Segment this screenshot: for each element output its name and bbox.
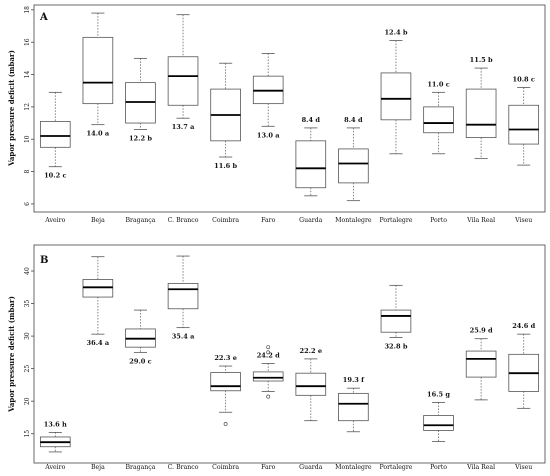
x-category-label: Bragança xyxy=(125,464,155,471)
y-tick-label: 16 xyxy=(24,38,31,46)
x-category-label: Portalegre xyxy=(379,217,412,224)
box-vila-real xyxy=(465,350,497,378)
outlier-point xyxy=(266,394,271,399)
annotation-label: 8.4 d xyxy=(344,116,363,124)
annotation-label: 24.6 d xyxy=(512,322,535,330)
y-tick-label: 14 xyxy=(24,71,31,79)
box-coimbra xyxy=(210,372,241,392)
annotation-label: 22.2 e xyxy=(300,347,323,355)
panel-b: B Vapor pressure deficit (mbar) 15 20 25 30… xyxy=(7,244,546,471)
box-portalegre xyxy=(380,72,412,121)
annotation-label: 11.6 b xyxy=(214,162,237,170)
x-category-label: C. Branco xyxy=(168,217,199,224)
x-category-label: Viseu xyxy=(514,217,532,224)
y-tick-label: 25 xyxy=(24,365,31,373)
y-tick-label: 35 xyxy=(24,300,31,308)
x-category-label: Beja xyxy=(91,464,105,471)
x-category-label: Montalegre xyxy=(335,464,372,471)
annotation-label: 11.0 c xyxy=(427,80,449,88)
x-category-label: C. Branco xyxy=(168,464,199,471)
box-beja xyxy=(82,36,114,105)
annotation-label: 36.4 a xyxy=(87,339,110,347)
annotation-label: 14.0 a xyxy=(87,130,110,138)
y-tick-label: 20 xyxy=(24,397,31,405)
box-viseu xyxy=(508,104,540,145)
outlier-point xyxy=(266,345,271,350)
x-category-label: Beja xyxy=(91,217,105,224)
annotation-label: 32.8 b xyxy=(384,342,407,350)
box-portalegre xyxy=(380,309,412,333)
y-tick-label: 12 xyxy=(24,103,31,111)
box-porto xyxy=(423,415,454,431)
x-category-label: Aveiro xyxy=(44,464,65,471)
panel-a: A Vapor pressure deficit (mbar) 6 8 10 12 14… xyxy=(7,4,546,224)
y-tick-label: 40 xyxy=(24,267,31,275)
annotation-label: 13.7 a xyxy=(172,123,195,131)
box-montalegre xyxy=(338,392,369,422)
box-montalegre xyxy=(338,148,369,184)
x-category-label: Guarda xyxy=(299,217,323,224)
box-guarda xyxy=(295,372,327,396)
x-category-label: Montalegre xyxy=(335,217,372,224)
x-category-label: Guarda xyxy=(299,464,323,471)
annotation-label: 12.2 b xyxy=(129,135,152,143)
panel-a-y-axis-title: Vapor pressure deficit (mbar) xyxy=(7,50,16,167)
y-tick-label: 8 xyxy=(24,169,31,173)
annotation-label: 24.2 d xyxy=(257,351,280,359)
x-category-label: Coimbra xyxy=(212,217,239,224)
y-tick-label: 15 xyxy=(24,430,31,438)
outlier-point xyxy=(223,422,228,426)
box-guarda xyxy=(295,140,327,189)
annotation-label: 19.3 f xyxy=(343,376,365,384)
box-faro xyxy=(252,371,284,382)
annotation-label: 12.4 b xyxy=(384,29,407,37)
y-tick-label: 6 xyxy=(24,202,31,206)
box-c-branco xyxy=(167,56,199,106)
y-tick-label: 30 xyxy=(24,332,31,340)
annotation-label: 11.5 b xyxy=(470,56,493,64)
x-category-label: Vila Real xyxy=(466,217,495,224)
annotation-label: 16.5 g xyxy=(427,390,450,398)
annotation-label: 22.3 e xyxy=(214,354,237,362)
annotation-label: 25.9 d xyxy=(470,327,493,335)
box-porto xyxy=(423,106,454,134)
annotation-label: 35.4 a xyxy=(172,333,195,341)
annotation-label: 8.4 d xyxy=(302,116,321,124)
box-aveiro xyxy=(39,121,71,148)
x-category-label: Faro xyxy=(261,464,276,471)
box-beja xyxy=(82,279,114,298)
panel-b-frame xyxy=(33,244,546,464)
annotation-label: 13.6 h xyxy=(44,420,67,428)
panel-b-y-axis-title: Vapor pressure deficit (mbar) xyxy=(7,296,16,413)
y-tick-label: 18 xyxy=(24,6,31,14)
y-tick-label: 10 xyxy=(24,135,31,143)
panel-b-label: B xyxy=(40,255,48,266)
x-category-label: Porto xyxy=(430,217,447,224)
x-category-label: Coimbra xyxy=(212,464,239,471)
x-category-label: Bragança xyxy=(125,217,155,224)
x-category-label: Faro xyxy=(261,217,276,224)
panel-a-frame xyxy=(33,4,546,213)
x-category-label: Vila Real xyxy=(466,464,495,471)
outlier-point xyxy=(266,350,271,355)
box-vila-real xyxy=(465,88,497,139)
panel-a-label: A xyxy=(39,12,48,23)
annotation-label: 10.2 c xyxy=(44,172,66,180)
x-category-label: Porto xyxy=(430,464,447,471)
annotation-label: 29.0 c xyxy=(129,357,151,365)
x-category-label: Aveiro xyxy=(44,217,65,224)
box-c-branco xyxy=(167,282,199,310)
annotation-label: 10.8 c xyxy=(513,75,535,83)
annotation-label: 13.0 a xyxy=(257,131,280,139)
x-category-label: Viseu xyxy=(514,464,532,471)
x-category-label: Portalegre xyxy=(379,464,412,471)
